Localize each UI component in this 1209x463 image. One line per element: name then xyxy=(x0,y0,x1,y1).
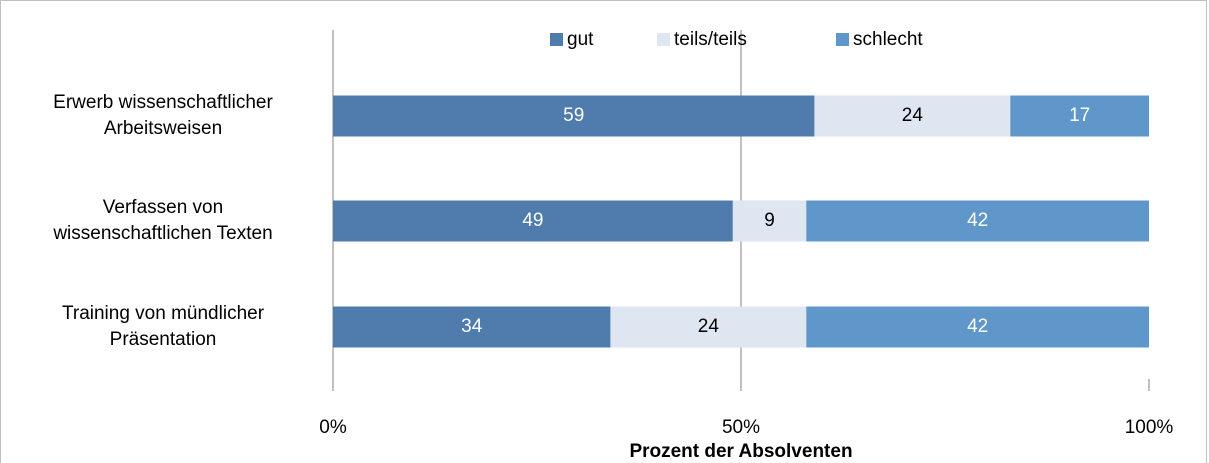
data-label: 34 xyxy=(461,316,483,337)
legend-label: gut xyxy=(567,29,594,50)
legend-swatch xyxy=(657,33,670,46)
x-axis-title: Prozent der Absolventen xyxy=(629,441,852,462)
legend-swatch xyxy=(836,33,849,46)
y-tick-label: Verfassen von wissenschaftlichen Texten xyxy=(53,197,273,244)
bar-segment xyxy=(333,95,815,137)
y-tick-label: Training von mündlicher Präsentation xyxy=(61,303,265,350)
bar-segment xyxy=(333,306,611,348)
x-tick-label: 100% xyxy=(1125,417,1174,438)
y-tick-label: Erwerb wissenschaftlicher Arbeitsweisen xyxy=(53,92,273,139)
bar-segment xyxy=(806,200,1149,242)
legend-label: schlecht xyxy=(853,29,923,50)
bar-segment xyxy=(806,306,1149,348)
bar-segment xyxy=(814,95,1011,137)
bar-segment xyxy=(732,200,807,242)
data-label: 59 xyxy=(563,105,584,126)
data-label: 9 xyxy=(764,210,775,231)
data-label: 42 xyxy=(967,210,988,231)
data-label: 24 xyxy=(902,105,924,126)
legend-swatch xyxy=(550,33,563,46)
bar-segment xyxy=(1010,95,1149,137)
x-tick-label: 0% xyxy=(319,417,347,438)
bar-segment xyxy=(610,306,807,348)
legend-label: teils/teils xyxy=(674,29,747,50)
bar-segment xyxy=(333,200,733,242)
x-tick-label: 50% xyxy=(722,417,760,438)
data-label: 17 xyxy=(1069,105,1090,126)
data-label: 42 xyxy=(967,316,988,337)
data-label: 24 xyxy=(698,316,720,337)
data-label: 49 xyxy=(522,210,543,231)
